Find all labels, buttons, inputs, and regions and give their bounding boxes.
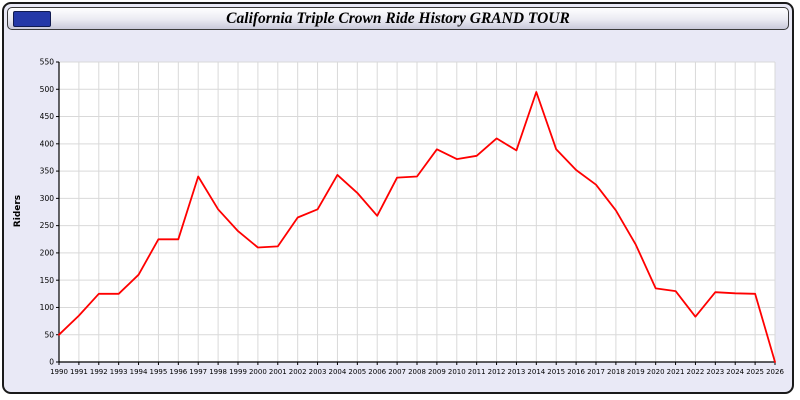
y-tick-label: 0	[49, 358, 54, 367]
x-tick-label: 2003	[309, 368, 327, 376]
y-tick-label: 450	[40, 112, 55, 121]
x-tick-label: 1996	[169, 368, 187, 376]
y-tick-label: 500	[40, 85, 55, 94]
chart-title: California Triple Crown Ride History GRA…	[226, 10, 570, 27]
x-tick-label: 2020	[647, 368, 665, 376]
x-tick-label: 2007	[388, 368, 406, 376]
x-tick-label: 1998	[209, 368, 227, 376]
x-tick-label: 2015	[547, 368, 565, 376]
x-tick-label: 2010	[448, 368, 466, 376]
x-tick-label: 2021	[667, 368, 685, 376]
chart-plot-area: Riders 0 50 100 150 200 250 300 350 400 450 500 550…	[11, 46, 789, 392]
x-tick-label: 2026	[766, 368, 784, 376]
x-tick-label: 2025	[746, 368, 764, 376]
x-tick-label: 2013	[508, 368, 526, 376]
x-tick-label: 1990	[50, 368, 68, 376]
y-tick-label: 200	[40, 249, 55, 258]
x-tick-label: 2006	[368, 368, 386, 376]
y-tick-label: 150	[40, 276, 55, 285]
x-tick-label: 2008	[408, 368, 426, 376]
x-tick-label: 1991	[70, 368, 88, 376]
y-tick-label: 50	[44, 330, 54, 339]
y-tick-label: 550	[40, 58, 55, 67]
x-tick-label: 2024	[726, 368, 744, 376]
x-tick-label: 1997	[189, 368, 207, 376]
x-tick-label: 1999	[229, 368, 247, 376]
x-tick-label: 2016	[567, 368, 585, 376]
x-tick-label: 2018	[607, 368, 625, 376]
x-tick-label: 1995	[150, 368, 168, 376]
y-tick-label: 300	[40, 194, 55, 203]
x-tick-label: 2000	[249, 368, 267, 376]
x-tick-label: 1994	[130, 368, 148, 376]
x-tick-label: 2004	[329, 368, 347, 376]
x-tick-label: 2002	[289, 368, 307, 376]
chart-window: California Triple Crown Ride History GRA…	[2, 2, 794, 394]
y-tick-label: 250	[40, 221, 55, 230]
x-tick-label: 2017	[587, 368, 605, 376]
x-tick-label: 2001	[269, 368, 287, 376]
x-tick-label: 2023	[706, 368, 724, 376]
x-tick-label: 2009	[428, 368, 446, 376]
x-tick-label: 1992	[90, 368, 108, 376]
y-tick-label: 100	[40, 303, 55, 312]
x-tick-label: 2005	[348, 368, 366, 376]
x-tick-label: 2022	[687, 368, 705, 376]
x-tick-label: 2014	[527, 368, 545, 376]
y-axis-title: Riders	[13, 194, 23, 228]
data-line-riders	[58, 91, 776, 363]
y-tick-label: 400	[40, 139, 55, 148]
x-tick-label: 1993	[110, 368, 128, 376]
x-tick-label: 2012	[488, 368, 506, 376]
title-bar: California Triple Crown Ride History GRA…	[7, 7, 789, 30]
x-tick-label: 2019	[627, 368, 645, 376]
x-tick-label: 2011	[468, 368, 486, 376]
y-tick-label: 350	[40, 167, 55, 176]
titlebar-icon	[13, 11, 51, 27]
